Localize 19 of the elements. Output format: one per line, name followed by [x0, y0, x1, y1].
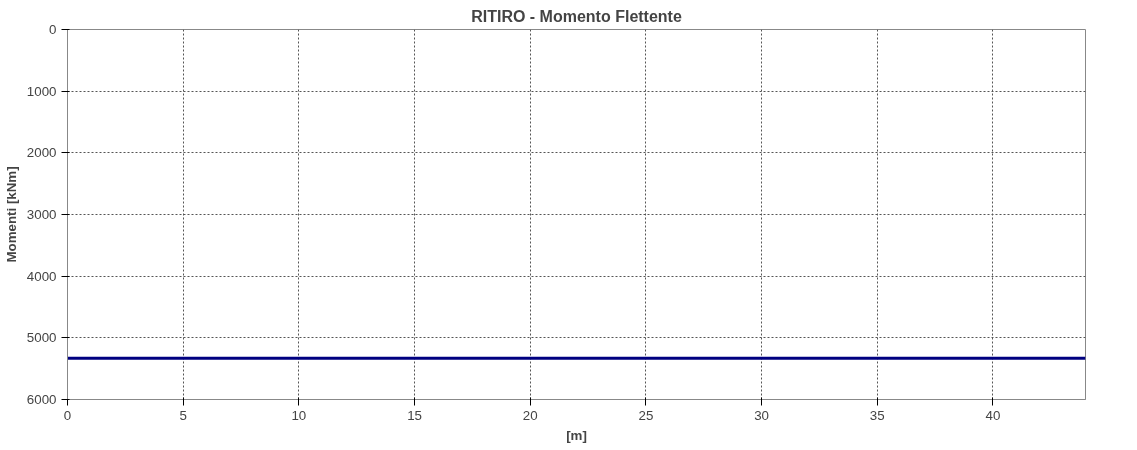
x-tick-label: 15	[407, 407, 422, 423]
x-tick-label: 25	[638, 407, 654, 423]
y-axis-title: Momenti [kNm]	[3, 166, 19, 263]
y-tick-label: 4000	[26, 268, 57, 284]
y-tick-label: 0	[49, 22, 57, 37]
y-tick-label: 6000	[26, 392, 57, 407]
x-tick-label: 0	[63, 407, 72, 423]
y-tick-label: 5000	[26, 330, 57, 346]
x-tick-label: 35	[869, 407, 885, 423]
x-tick-label: 30	[754, 407, 770, 423]
x-tick-label: 10	[291, 407, 307, 423]
y-tick-label: 3000	[26, 207, 57, 222]
x-tick-label: 20	[522, 407, 538, 423]
x-tick-label: 40	[985, 407, 1001, 423]
y-tick-label: 1000	[26, 83, 57, 99]
x-axis-title: [m]	[566, 427, 587, 443]
y-tick-label: 2000	[26, 145, 57, 161]
chart-title: RITIRO - Momento Flettente	[471, 7, 682, 25]
x-tick-label: 5	[179, 407, 187, 423]
